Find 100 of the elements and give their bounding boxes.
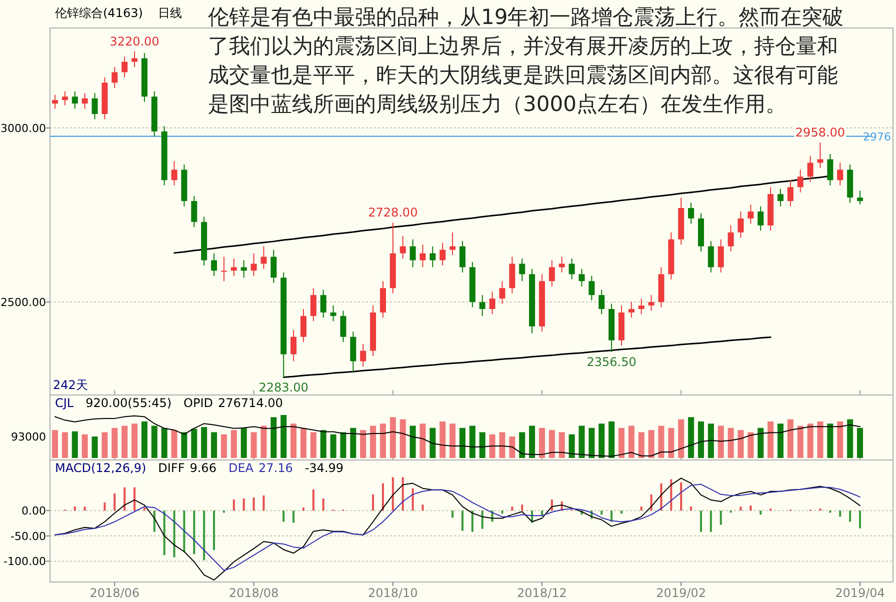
candlestick <box>499 280 506 304</box>
bar <box>678 419 684 458</box>
bar <box>670 479 672 511</box>
bar <box>558 432 565 458</box>
bar <box>290 424 297 458</box>
bar <box>469 426 476 458</box>
candlestick <box>300 308 306 343</box>
text: DIFF <box>158 461 185 475</box>
annotation: 2283.00 <box>258 380 308 395</box>
candlestick <box>340 310 346 343</box>
chart-title: MACD(12,26,9) <box>55 461 146 475</box>
annotation: 2958.00 <box>795 126 846 140</box>
candlestick <box>827 154 834 186</box>
bar <box>440 421 446 458</box>
bar <box>320 430 326 458</box>
bar <box>740 506 742 511</box>
candlestick <box>728 224 734 252</box>
bar <box>827 424 834 458</box>
candlestick <box>72 90 78 110</box>
bar <box>132 424 138 458</box>
x-tick-label: 2018/06 <box>90 586 140 600</box>
bar <box>598 424 605 458</box>
bar <box>203 510 206 560</box>
bar <box>728 428 734 458</box>
candlestick <box>400 235 406 260</box>
candlestick <box>112 66 118 88</box>
bar <box>499 432 506 458</box>
bar <box>847 419 854 458</box>
bar <box>568 434 575 458</box>
bar <box>489 434 496 458</box>
bar <box>777 424 784 458</box>
bar <box>114 493 116 511</box>
candlestick <box>320 289 326 318</box>
bar <box>380 424 386 458</box>
bar <box>680 482 682 511</box>
bar <box>459 428 466 458</box>
bar <box>270 417 277 458</box>
bar <box>260 426 267 458</box>
candlestick <box>598 289 605 315</box>
candlestick <box>52 94 58 110</box>
bar <box>618 428 624 458</box>
bar <box>720 510 722 525</box>
bar <box>282 510 285 522</box>
candlestick <box>568 258 575 280</box>
bar <box>84 506 86 511</box>
y-tick-label: 3000.00 <box>0 122 46 135</box>
bar <box>173 510 176 558</box>
candlestick <box>270 249 277 284</box>
y-axis-title: 93000 <box>11 430 46 444</box>
bar <box>509 436 516 458</box>
candlestick <box>857 190 863 206</box>
bar <box>529 426 536 458</box>
candlestick <box>777 188 784 207</box>
candlestick <box>489 291 496 315</box>
bar <box>648 430 654 458</box>
bar <box>372 494 374 511</box>
candlestick <box>62 90 68 106</box>
candlestick <box>648 294 654 312</box>
bar <box>330 434 336 458</box>
candlestick <box>807 155 814 182</box>
bar <box>688 417 694 458</box>
annotation: 242天 <box>53 378 88 392</box>
bar <box>112 428 118 458</box>
candlestick <box>360 343 366 367</box>
annotation: 3220.00 <box>110 34 160 48</box>
line-series <box>54 478 860 580</box>
candlestick <box>230 258 237 276</box>
candlestick <box>132 50 138 68</box>
bar <box>797 426 804 458</box>
x-tick-label: 2019/04 <box>835 586 885 600</box>
bar <box>163 510 166 556</box>
candlestick <box>420 244 426 268</box>
bar <box>232 499 235 511</box>
bar <box>849 510 852 522</box>
bar <box>230 430 237 458</box>
annotation: 2728.00 <box>368 206 418 220</box>
bar <box>340 432 346 458</box>
bar <box>538 428 545 458</box>
bar <box>760 510 762 515</box>
bar <box>540 510 543 516</box>
x-tick-label: 2018/10 <box>368 586 418 600</box>
candlestick <box>310 288 316 322</box>
chart-subtitle: 日线 <box>158 6 182 20</box>
candlestick <box>548 260 555 287</box>
bar <box>124 487 126 511</box>
candlestick <box>738 211 744 238</box>
bar <box>640 506 642 511</box>
candlestick <box>440 242 446 266</box>
bar <box>748 432 754 458</box>
candlestick <box>250 252 257 276</box>
bar <box>141 421 148 458</box>
candlestick <box>211 252 218 276</box>
bar <box>191 428 198 458</box>
bar <box>300 428 306 458</box>
bar <box>430 428 436 458</box>
line-series <box>282 336 772 378</box>
bar <box>738 430 744 458</box>
annotation: 27.16 <box>258 461 293 475</box>
bar <box>787 419 794 458</box>
bar <box>390 417 396 458</box>
